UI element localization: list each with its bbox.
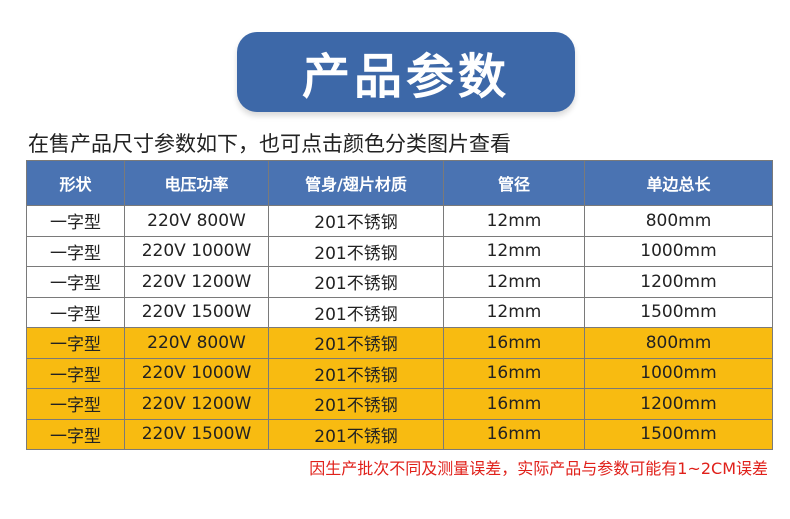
- cell-length: 1500mm: [584, 418, 773, 450]
- cell-length: 1000mm: [584, 235, 773, 267]
- header-shape: 形状: [26, 160, 125, 206]
- cell-material: 201不锈钢: [268, 235, 444, 267]
- cell-shape: 一字型: [26, 266, 125, 298]
- cell-power: 220V 1500W: [124, 296, 269, 328]
- cell-diameter: 16mm: [443, 418, 585, 450]
- cell-power: 220V 1200W: [124, 266, 269, 298]
- cell-length: 1500mm: [584, 296, 773, 328]
- cell-power: 220V 800W: [124, 205, 269, 237]
- cell-material: 201不锈钢: [268, 327, 444, 359]
- cell-power: 220V 1500W: [124, 418, 269, 450]
- cell-power: 220V 800W: [124, 327, 269, 359]
- cell-power: 220V 1000W: [124, 235, 269, 267]
- cell-diameter: 12mm: [443, 235, 585, 267]
- error-footnote: 因生产批次不同及测量误差，实际产品与参数可能有1~2CM误差: [309, 459, 768, 478]
- cell-length: 1200mm: [584, 266, 773, 298]
- cell-material: 201不锈钢: [268, 266, 444, 298]
- cell-shape: 一字型: [26, 327, 125, 359]
- cell-power: 220V 1200W: [124, 388, 269, 420]
- cell-shape: 一字型: [26, 418, 125, 450]
- cell-material: 201不锈钢: [268, 388, 444, 420]
- table-row-highlight: 一字型 220V 1000W 201不锈钢 16mm 1000mm: [26, 357, 773, 389]
- header-power: 电压功率: [124, 160, 269, 206]
- cell-diameter: 12mm: [443, 296, 585, 328]
- cell-diameter: 12mm: [443, 266, 585, 298]
- cell-diameter: 16mm: [443, 327, 585, 359]
- cell-shape: 一字型: [26, 388, 125, 420]
- cell-length: 800mm: [584, 205, 773, 237]
- table-row: 一字型 220V 800W 201不锈钢 12mm 800mm: [26, 205, 773, 237]
- cell-material: 201不锈钢: [268, 357, 444, 389]
- cell-material: 201不锈钢: [268, 418, 444, 450]
- table-row-highlight: 一字型 220V 1200W 201不锈钢 16mm 1200mm: [26, 388, 773, 420]
- page-title: 产品参数: [301, 49, 510, 105]
- spec-table: 形状 电压功率 管身/翅片材质 管径 单边总长 一字型 220V 800W 20…: [26, 160, 773, 450]
- cell-material: 201不锈钢: [268, 296, 444, 328]
- table-header-row: 形状 电压功率 管身/翅片材质 管径 单边总长: [26, 160, 773, 206]
- table-row: 一字型 220V 1200W 201不锈钢 12mm 1200mm: [26, 266, 773, 298]
- subtitle-text: 在售产品尺寸参数如下，也可点击颜色分类图片查看: [28, 132, 511, 156]
- cell-material: 201不锈钢: [268, 205, 444, 237]
- cell-shape: 一字型: [26, 296, 125, 328]
- title-banner: 产品参数: [237, 32, 575, 112]
- table-row: 一字型 220V 1500W 201不锈钢 12mm 1500mm: [26, 296, 773, 328]
- cell-power: 220V 1000W: [124, 357, 269, 389]
- cell-shape: 一字型: [26, 357, 125, 389]
- header-length: 单边总长: [584, 160, 773, 206]
- cell-diameter: 12mm: [443, 205, 585, 237]
- cell-length: 1200mm: [584, 388, 773, 420]
- cell-shape: 一字型: [26, 235, 125, 267]
- table-row-highlight: 一字型 220V 800W 201不锈钢 16mm 800mm: [26, 327, 773, 359]
- cell-shape: 一字型: [26, 205, 125, 237]
- cell-length: 1000mm: [584, 357, 773, 389]
- header-material: 管身/翅片材质: [268, 160, 444, 206]
- cell-length: 800mm: [584, 327, 773, 359]
- cell-diameter: 16mm: [443, 388, 585, 420]
- table-row-highlight: 一字型 220V 1500W 201不锈钢 16mm 1500mm: [26, 418, 773, 450]
- cell-diameter: 16mm: [443, 357, 585, 389]
- header-diameter: 管径: [443, 160, 585, 206]
- table-row: 一字型 220V 1000W 201不锈钢 12mm 1000mm: [26, 235, 773, 267]
